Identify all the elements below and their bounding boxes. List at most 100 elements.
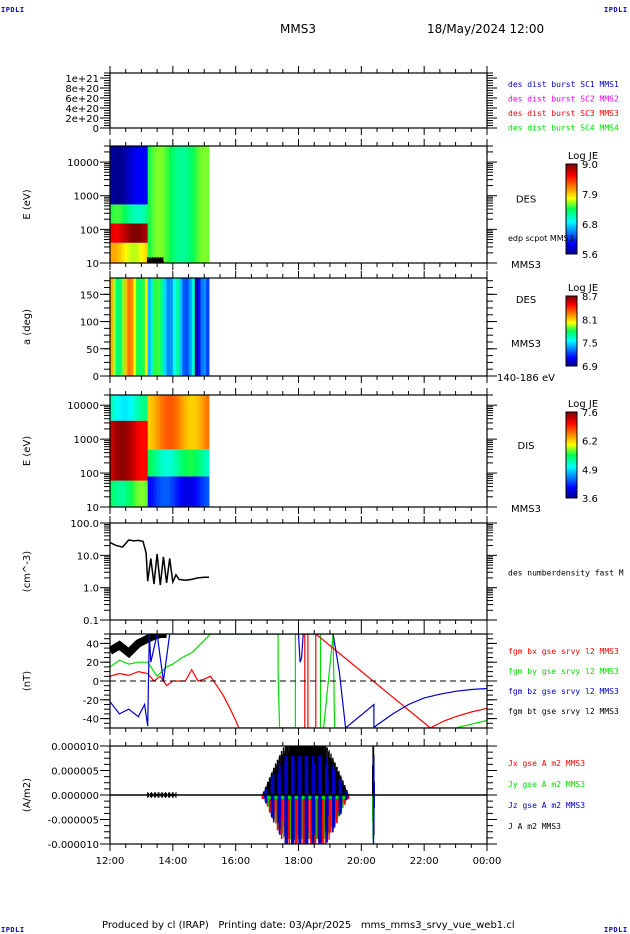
heatmap-cell (160, 278, 164, 376)
heatmap-cell (202, 395, 207, 450)
y-tick-label: 1000 (74, 435, 99, 446)
panel-frame (109, 522, 488, 621)
heatmap-cell (184, 476, 189, 507)
corner-tag-top-left: IPDLI (1, 6, 25, 14)
colorbar (565, 411, 578, 499)
heatmap-cell (112, 278, 117, 376)
heatmap-cell (203, 278, 207, 376)
y-tick-label: 0 (93, 124, 99, 135)
y-tick-label: 0.1 (83, 616, 99, 627)
heatmap-cell (115, 242, 120, 263)
legend-entry: fgm bt gse srvy l2 MMS3 (508, 707, 619, 716)
heatmap-cell (169, 278, 174, 376)
heatmap-cell (141, 146, 146, 205)
y-tick-label: 100.0 (70, 519, 99, 530)
heatmap-cell (141, 204, 146, 224)
heatmap-cell (144, 480, 149, 507)
y-axis-label: E (eV) (22, 189, 33, 219)
heatmap-cell (136, 146, 140, 205)
heatmap-cell (166, 395, 170, 450)
heatmap-cell (172, 146, 176, 263)
heatmap-cell (181, 449, 185, 477)
heatmap-cell (196, 476, 201, 507)
scpot-trace (147, 257, 165, 263)
overlay-label: edp scpot MMS3 (508, 234, 574, 243)
y-tick-label: 2e+20 (65, 114, 99, 125)
heatmap-cell (179, 278, 183, 376)
heatmap-cell (163, 395, 167, 450)
x-tick-label: 20:00 (347, 856, 376, 867)
heatmap-cell (112, 242, 117, 263)
heatmap-cell (110, 223, 114, 243)
series-line-des-numberdensity-fast (110, 539, 209, 586)
legend-entry: des numberdensity fast M (508, 569, 624, 578)
y-tick-label: -0.000005 (48, 816, 99, 827)
heatmap-cell (136, 223, 140, 243)
heatmap-cell (150, 395, 155, 450)
heatmap-cell (115, 204, 120, 224)
heatmap-cell (205, 476, 210, 507)
heatmap-cell (112, 420, 117, 481)
sc-label: MMS3 (511, 504, 541, 515)
heatmap-cell (163, 476, 167, 507)
heatmap-cell (110, 204, 114, 224)
heatmap-cell (121, 223, 125, 243)
heatmap-cell (166, 278, 171, 376)
colorbar-tick-label: 8.1 (582, 315, 598, 326)
y-tick-label: 8e+20 (65, 84, 99, 95)
legend-entry: fgm bx gse srvy l2 MMS3 (508, 647, 619, 656)
heatmap-cell (178, 395, 182, 450)
legend-entry: des dist burst SC2 MMS2 (508, 95, 619, 104)
heatmap-cell (110, 420, 114, 481)
heatmap-cell (130, 242, 134, 263)
heatmap-cell (124, 480, 128, 507)
heatmap-cell (144, 146, 149, 205)
heatmap-cell (144, 420, 149, 481)
heatmap-cell (150, 278, 155, 376)
x-tick-label: 12:00 (96, 856, 125, 867)
heatmap-cell (181, 476, 185, 507)
heatmap-cell (181, 395, 185, 450)
heatmap-cell (115, 420, 120, 481)
heatmap-cell (156, 476, 161, 507)
heatmap-cell (127, 242, 131, 263)
colorbar-tick-label: 7.9 (582, 190, 598, 201)
panel-frame (109, 72, 488, 129)
heatmap-cell (187, 395, 192, 450)
heatmap-cell (115, 395, 120, 421)
heatmap-cell (175, 476, 179, 507)
heatmap-cell (124, 204, 128, 224)
colorbar-tick-label: 7.5 (582, 339, 598, 350)
heatmap-cell (141, 395, 146, 421)
colorbar (565, 163, 578, 255)
heatmap-cell (190, 146, 195, 263)
panel-magnetic-field (100, 627, 497, 735)
corner-tag-bottom-right: IPDLI (604, 926, 628, 934)
heatmap-cell (133, 146, 137, 205)
colorbar-tick-label: 5.6 (582, 250, 598, 261)
heatmap-cell (150, 449, 155, 477)
heatmap-cell (127, 420, 131, 481)
heatmap-cell (112, 146, 117, 205)
heatmap-cell (144, 223, 149, 243)
heatmap-cell (187, 476, 192, 507)
heatmap-cell (115, 480, 120, 507)
y-tick-label: 20 (86, 658, 99, 669)
heatmap-cell (163, 146, 167, 263)
heatmap-cell (169, 449, 173, 477)
panel-des-energy-spectrogram (100, 139, 578, 270)
colorbar-tick-label: 6.8 (582, 220, 598, 231)
heatmap-cell (199, 395, 204, 450)
instrument-label: DES (516, 195, 536, 206)
heatmap-cell (200, 278, 204, 376)
heatmap-cell (124, 278, 128, 376)
heatmap-cell (127, 204, 131, 224)
heatmap-cell (144, 278, 149, 376)
heatmap-cell (121, 146, 125, 205)
heatmap-cell (136, 480, 140, 507)
heatmap-cell (127, 223, 131, 243)
heatmap-cell (141, 480, 146, 507)
y-tick-label: 10 (86, 503, 99, 514)
heatmap-cell (178, 449, 182, 477)
heatmap-cell (156, 449, 161, 477)
